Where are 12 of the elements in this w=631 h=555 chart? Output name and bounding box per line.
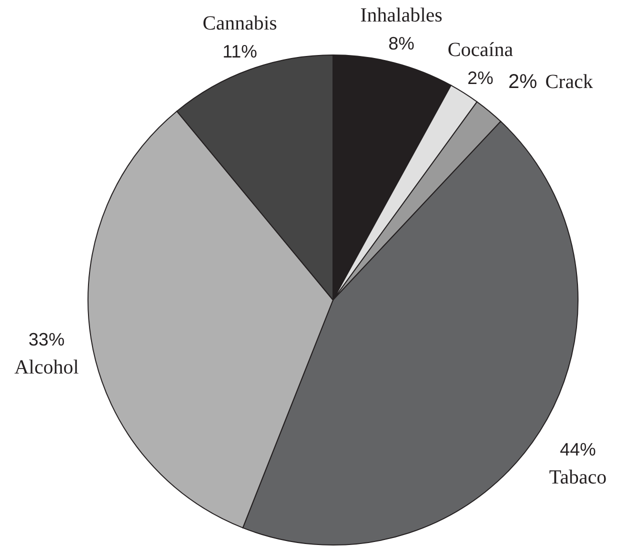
data-label: 2% [508, 71, 538, 94]
slice-label: Alcohol [14, 356, 80, 378]
data-label: 2% [467, 68, 494, 88]
slice-label: Inhalables [360, 4, 443, 27]
data-label: 44% [560, 439, 596, 460]
data-label: 33% [28, 329, 65, 350]
slice-label: Tabaco [549, 466, 607, 488]
slice-label: Crack [545, 71, 593, 94]
slice-label: Cocaína [448, 38, 514, 61]
data-label: 11% [222, 41, 258, 62]
slice-label: Cannabis [202, 12, 278, 34]
data-label: 8% [388, 34, 414, 54]
